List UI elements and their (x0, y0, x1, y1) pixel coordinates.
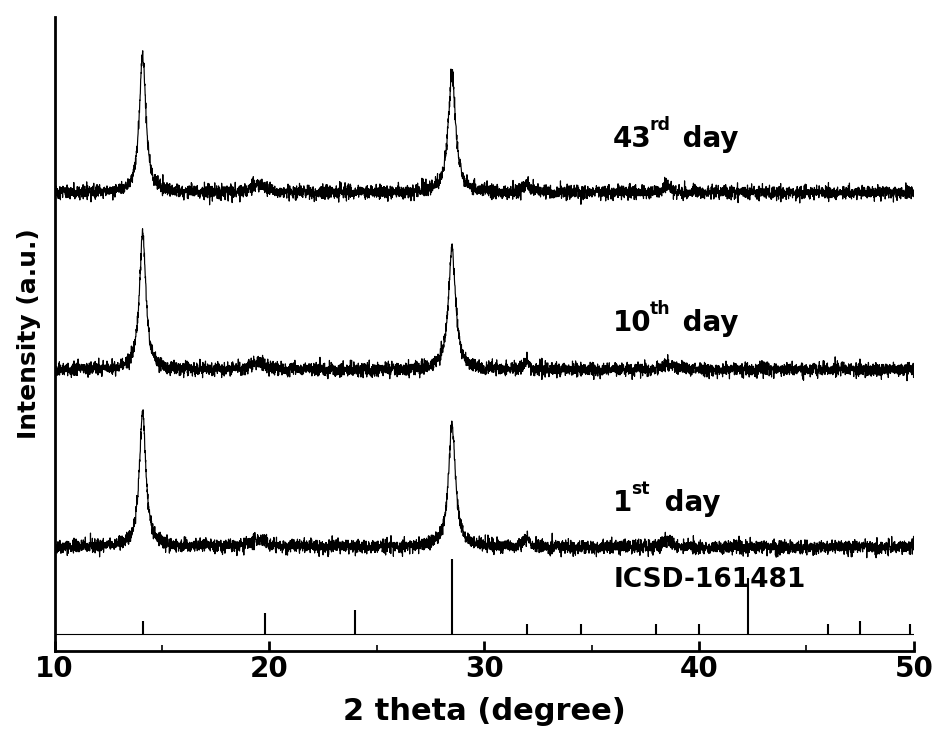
Text: th: th (650, 299, 671, 318)
Text: rd: rd (650, 116, 671, 134)
Text: day: day (655, 490, 720, 517)
Text: st: st (632, 480, 650, 498)
Text: 1: 1 (613, 490, 633, 517)
Text: 43: 43 (613, 126, 652, 153)
Text: day: day (674, 309, 739, 337)
Y-axis label: Intensity (a.u.): Intensity (a.u.) (17, 228, 41, 439)
Text: ICSD-161481: ICSD-161481 (613, 567, 806, 593)
Text: 10: 10 (613, 309, 652, 337)
X-axis label: 2 theta (degree): 2 theta (degree) (343, 698, 626, 727)
Text: day: day (674, 126, 739, 153)
